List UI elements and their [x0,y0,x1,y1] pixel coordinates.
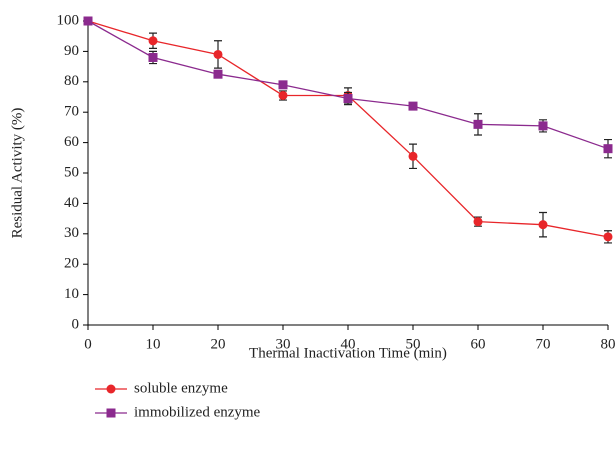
legend-marker [106,384,116,394]
x-tick-label: 40 [341,336,356,352]
legend-marker [106,408,116,418]
y-tick-label: 20 [64,256,79,272]
x-tick-label: 10 [146,336,161,352]
marker [83,16,93,26]
x-tick-label: 50 [406,336,421,352]
x-tick-label: 70 [536,336,551,352]
x-tick-label: 0 [84,336,92,352]
marker [538,121,548,131]
marker [408,151,418,161]
y-tick-label: 90 [64,43,79,59]
marker [603,232,613,242]
marker [213,49,223,59]
legend-label: immobilized enzyme [134,404,261,420]
marker [473,119,483,129]
legend-label: soluble enzyme [134,380,228,396]
x-tick-label: 20 [211,336,226,352]
y-tick-label: 40 [64,195,79,211]
y-tick-label: 10 [64,286,79,302]
y-tick-label: 60 [64,134,79,150]
marker [213,69,223,79]
y-tick-label: 70 [64,104,79,120]
series-line [87,20,609,238]
marker [343,94,353,104]
marker [408,101,418,111]
x-tick-label: 60 [471,336,486,352]
marker [473,217,483,227]
y-axis-label: Residual Activity (%) [9,108,25,239]
marker [278,80,288,90]
y-tick-label: 30 [64,225,79,241]
x-tick-label: 30 [276,336,291,352]
x-tick-label: 80 [601,336,615,352]
y-tick-label: 80 [64,73,79,89]
y-tick-label: 50 [64,164,79,180]
x-axis-label: Thermal Inactivation Time (min) [249,345,447,361]
marker [278,90,288,100]
marker [603,144,613,154]
marker [148,36,158,46]
series-line [87,20,609,150]
y-tick-label: 100 [57,12,80,28]
marker [538,220,548,230]
marker [148,52,158,62]
y-tick-label: 0 [72,316,80,332]
